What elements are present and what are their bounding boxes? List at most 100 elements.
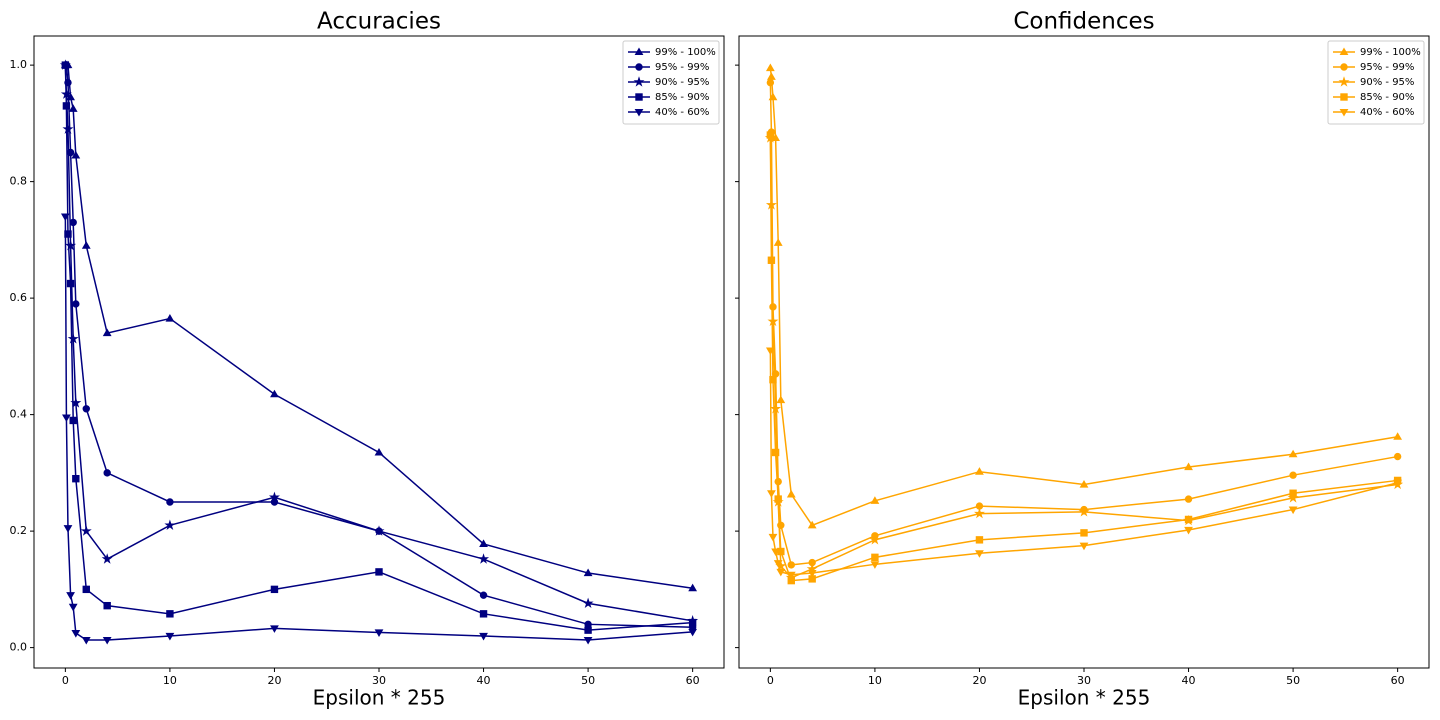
x-tick-label: 50 xyxy=(1286,674,1300,687)
marker xyxy=(66,592,75,600)
series-line xyxy=(64,216,693,641)
x-tick-label: 0 xyxy=(62,674,69,687)
marker xyxy=(766,78,775,87)
marker xyxy=(1288,506,1298,515)
marker xyxy=(373,525,385,536)
marker xyxy=(479,539,488,547)
marker xyxy=(635,63,643,71)
plot-frame xyxy=(738,35,1430,669)
legend-label: 95% - 99% xyxy=(655,62,709,73)
marker xyxy=(101,553,113,564)
marker xyxy=(1078,506,1090,517)
marker xyxy=(374,447,384,456)
legend-label: 95% - 99% xyxy=(1360,62,1414,73)
marker xyxy=(165,632,175,641)
marker xyxy=(1079,542,1089,551)
marker xyxy=(786,571,796,580)
legend-box xyxy=(622,40,720,125)
marker xyxy=(103,601,111,610)
marker xyxy=(270,585,279,594)
marker xyxy=(270,625,279,633)
marker xyxy=(584,626,592,634)
series-line xyxy=(64,65,693,631)
marker xyxy=(869,534,881,545)
x-tick-label: 40 xyxy=(477,674,491,687)
marker xyxy=(1393,479,1403,488)
marker xyxy=(975,467,984,475)
marker xyxy=(688,628,698,637)
marker xyxy=(633,76,645,87)
marker xyxy=(773,238,783,246)
marker xyxy=(870,496,880,504)
marker xyxy=(973,507,985,519)
marker xyxy=(787,561,795,569)
x-tick-label: 30 xyxy=(372,674,386,687)
marker xyxy=(1393,452,1402,461)
x-tick-label: 30 xyxy=(1077,674,1091,687)
marker xyxy=(68,603,78,612)
marker xyxy=(688,618,697,627)
marker xyxy=(66,279,75,288)
marker xyxy=(67,333,79,344)
marker xyxy=(1184,526,1193,535)
legend-label: 85% - 90% xyxy=(1360,92,1414,103)
legend-label: 40% - 60% xyxy=(655,107,709,118)
marker xyxy=(1289,471,1297,479)
legend-label: 99% - 100% xyxy=(1360,47,1421,58)
legend-label: 90% - 95% xyxy=(655,77,709,88)
x-tick-label: 0 xyxy=(767,674,774,687)
marker xyxy=(81,241,91,249)
marker xyxy=(374,629,384,637)
marker xyxy=(479,632,488,641)
marker xyxy=(582,597,594,609)
y-tick-label: 1.0 xyxy=(10,58,28,71)
marker xyxy=(786,489,796,498)
marker xyxy=(765,347,775,356)
marker xyxy=(375,568,383,576)
marker xyxy=(634,47,644,56)
marker xyxy=(773,560,783,568)
marker xyxy=(769,375,777,384)
marker xyxy=(1288,449,1298,458)
marker xyxy=(807,569,817,578)
marker xyxy=(1079,479,1089,488)
marker xyxy=(776,395,786,404)
marker xyxy=(165,313,175,322)
marker xyxy=(768,533,778,542)
x-tick-label: 60 xyxy=(686,674,700,687)
legend-label: 90% - 95% xyxy=(1360,77,1414,88)
marker xyxy=(103,469,111,477)
marker xyxy=(60,213,70,222)
series-line xyxy=(65,64,693,589)
legend-label: 40% - 60% xyxy=(1360,107,1414,118)
x-axis-label: Epsilon * 255 xyxy=(313,686,446,710)
marker xyxy=(767,256,776,264)
marker xyxy=(765,63,775,72)
marker xyxy=(766,131,775,139)
marker xyxy=(771,548,780,557)
x-tick-label: 20 xyxy=(972,674,986,687)
x-tick-label: 10 xyxy=(868,674,882,687)
marker xyxy=(479,591,488,599)
marker xyxy=(975,550,984,558)
marker xyxy=(583,636,593,645)
legend: 99% - 100% 95% - 99% 90% - 95% 85% - 90% 40%… xyxy=(1327,40,1425,125)
marker xyxy=(583,568,593,577)
marker xyxy=(81,636,91,645)
marker xyxy=(270,389,279,398)
marker xyxy=(1184,495,1193,503)
marker xyxy=(71,150,81,159)
marker xyxy=(770,403,782,414)
x-tick-label: 60 xyxy=(1391,674,1405,687)
y-tick-label: 0.4 xyxy=(10,408,28,421)
series-line xyxy=(65,64,693,628)
marker xyxy=(1339,108,1349,117)
marker xyxy=(72,300,80,308)
marker xyxy=(62,414,71,423)
plot-frame xyxy=(33,35,725,669)
marker xyxy=(102,636,112,645)
marker xyxy=(166,610,174,618)
x-axis-label: Epsilon * 255 xyxy=(1018,686,1151,710)
